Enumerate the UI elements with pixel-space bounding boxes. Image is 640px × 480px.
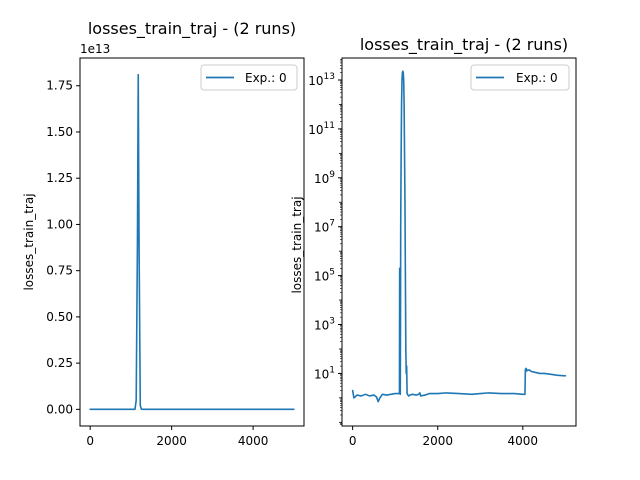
- chart-right: losses_train_traj - (2 runs) 0 2000 4000 1…: [290, 35, 577, 448]
- chart-right-xtick-label: 0: [349, 434, 357, 448]
- chart-right-ytick-label: 107: [314, 219, 335, 235]
- chart-left-xtick-label: 4000: [238, 434, 269, 448]
- chart-left-xtick-label: 0: [86, 434, 94, 448]
- chart-right-ylabel: losses_train_traj: [290, 196, 304, 293]
- chart-right-ytick-label: 109: [314, 170, 335, 186]
- chart-left-offset-text: 1e13: [80, 42, 110, 56]
- chart-right-ytick-label: 105: [314, 268, 335, 284]
- chart-right-legend-label: Exp.: 0: [516, 71, 558, 85]
- chart-right-ytick-label: 1013: [308, 72, 335, 88]
- chart-left-ytick-label: 0.00: [46, 402, 73, 416]
- chart-left: losses_train_traj - (2 runs) 1e13 0 2000 4…: [22, 19, 305, 448]
- chart-left-ylabel: losses_train_traj: [22, 193, 36, 290]
- chart-left-xtick-label: 2000: [156, 434, 187, 448]
- chart-right-ytick-label: 103: [314, 317, 335, 333]
- chart-right-legend-box: [470, 64, 570, 91]
- chart-right-ytick-label: 101: [314, 365, 335, 381]
- chart-left-ytick-label: 0.50: [46, 310, 73, 324]
- chart-right-title: losses_train_traj - (2 runs): [360, 35, 568, 55]
- chart-left-ytick-label: 1.50: [46, 125, 73, 139]
- chart-left-ytick-label: 1.75: [46, 79, 73, 93]
- chart-right-axes-frame: [341, 57, 577, 427]
- chart-right-xtick-label: 4000: [508, 434, 539, 448]
- chart-left-ytick-label: 1.00: [46, 217, 73, 231]
- chart-left-legend: Exp.: 0: [200, 64, 298, 91]
- chart-left-axes-frame: [79, 57, 305, 427]
- chart-right-xtick-label: 2000: [422, 434, 453, 448]
- chart-left-ytick-label: 1.25: [46, 171, 73, 185]
- chart-left-legend-label: Exp.: 0: [245, 71, 287, 85]
- chart-right-legend: Exp.: 0: [470, 64, 570, 91]
- chart-left-legend-box: [200, 64, 298, 91]
- chart-left-title: losses_train_traj - (2 runs): [88, 19, 296, 39]
- chart-left-ytick-label: 0.75: [46, 264, 73, 278]
- chart-left-series-line-0: [89, 73, 295, 411]
- chart-right-series-line-0: [351, 70, 567, 403]
- chart-left-ytick-label: 0.25: [46, 356, 73, 370]
- chart-right-ytick-label: 1011: [308, 121, 335, 137]
